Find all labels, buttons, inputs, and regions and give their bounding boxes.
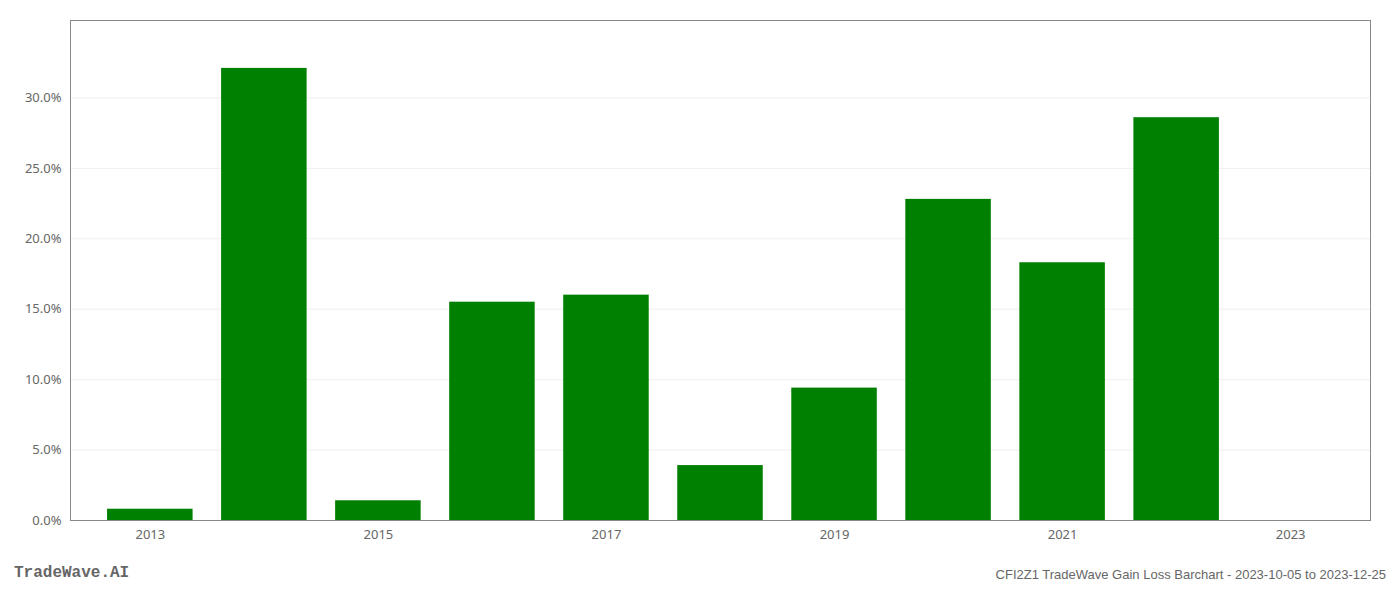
svg-text:2019: 2019 xyxy=(820,525,850,543)
svg-text:30.0%: 30.0% xyxy=(25,88,62,106)
svg-text:2015: 2015 xyxy=(364,525,394,543)
svg-text:2013: 2013 xyxy=(135,525,165,543)
svg-text:5.0%: 5.0% xyxy=(32,440,61,458)
svg-text:2021: 2021 xyxy=(1048,525,1078,543)
svg-text:20.0%: 20.0% xyxy=(25,229,62,247)
html-text:TradeWave.AI: TradeWave.AI xyxy=(14,564,130,582)
svg-text:15.0%: 15.0% xyxy=(25,299,62,317)
html-text:CFI2Z1 TradeWave Gain Loss Bar: CFI2Z1 TradeWave Gain Loss Barchart - 20… xyxy=(995,567,1386,582)
svg-text:25.0%: 25.0% xyxy=(25,159,62,177)
svg-text:10.0%: 10.0% xyxy=(25,370,62,388)
svg-text:0.0%: 0.0% xyxy=(32,511,61,529)
svg-text:2017: 2017 xyxy=(592,525,622,543)
svg-text:2023: 2023 xyxy=(1276,525,1306,543)
